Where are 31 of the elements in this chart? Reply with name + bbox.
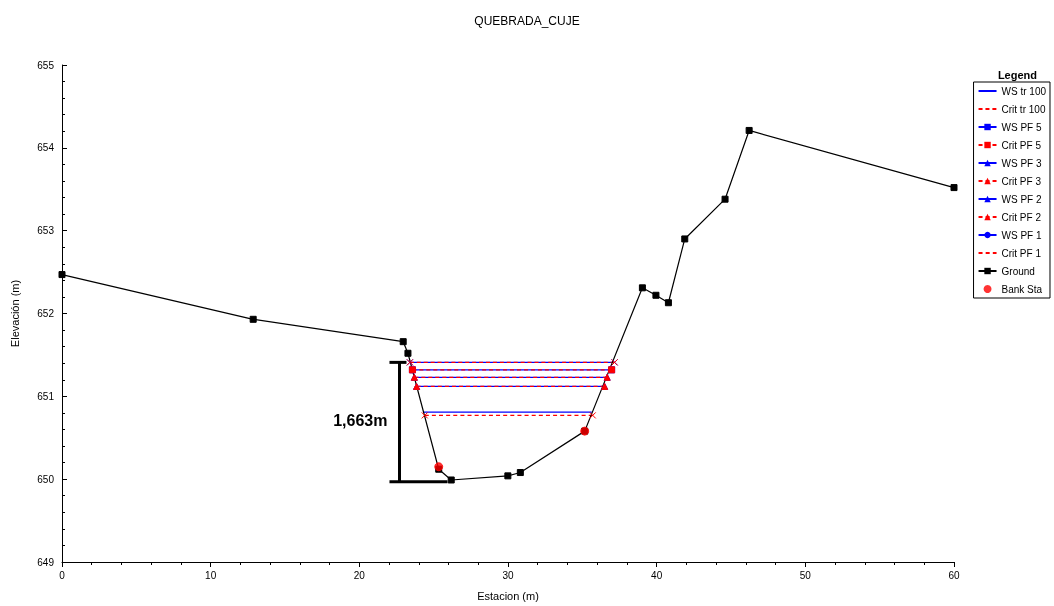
- y-tick-label: 655: [37, 59, 55, 71]
- legend-title: Legend: [997, 68, 1038, 81]
- annotation: 1,663m: [333, 412, 388, 430]
- legend-label: WS PF 1: [1001, 229, 1042, 241]
- y-tick-label: 650: [37, 473, 55, 485]
- y-tick-label: 653: [37, 225, 55, 237]
- x-tick-label: 10: [205, 569, 217, 581]
- legend-label: WS PF 2: [1001, 193, 1042, 205]
- x-tick-label: 40: [651, 569, 663, 581]
- legend-label: Ground: [1001, 265, 1035, 277]
- legend-label: Crit PF 5: [1001, 139, 1042, 151]
- x-tick-label: 30: [502, 569, 514, 581]
- legend-label: Crit tr 100: [1001, 103, 1046, 115]
- legend-label: Bank Sta: [1001, 283, 1043, 295]
- legend-label: WS PF 5: [1001, 121, 1042, 133]
- legend-label: Crit PF 1: [1001, 247, 1042, 259]
- legend-label: Crit PF 3: [1001, 175, 1042, 187]
- y-axis-title: Elevación (m): [8, 279, 21, 348]
- legend-label: Crit PF 2: [1001, 211, 1042, 223]
- x-axis-title: Estacion (m): [477, 589, 539, 602]
- y-tick-label: 651: [37, 390, 55, 402]
- x-tick-label: 60: [948, 569, 960, 581]
- y-tick-label: 654: [37, 142, 55, 154]
- legend-label: WS tr 100: [1001, 85, 1047, 97]
- y-tick-label: 652: [37, 308, 55, 319]
- x-tick-label: 50: [799, 569, 812, 581]
- x-tick-label: 0: [59, 569, 66, 581]
- chart-title: QUEBRADA_CUJE: [474, 14, 580, 28]
- y-tick-label: 649: [37, 556, 55, 568]
- legend-label: WS PF 3: [1001, 157, 1042, 169]
- x-tick-label: 20: [353, 569, 366, 581]
